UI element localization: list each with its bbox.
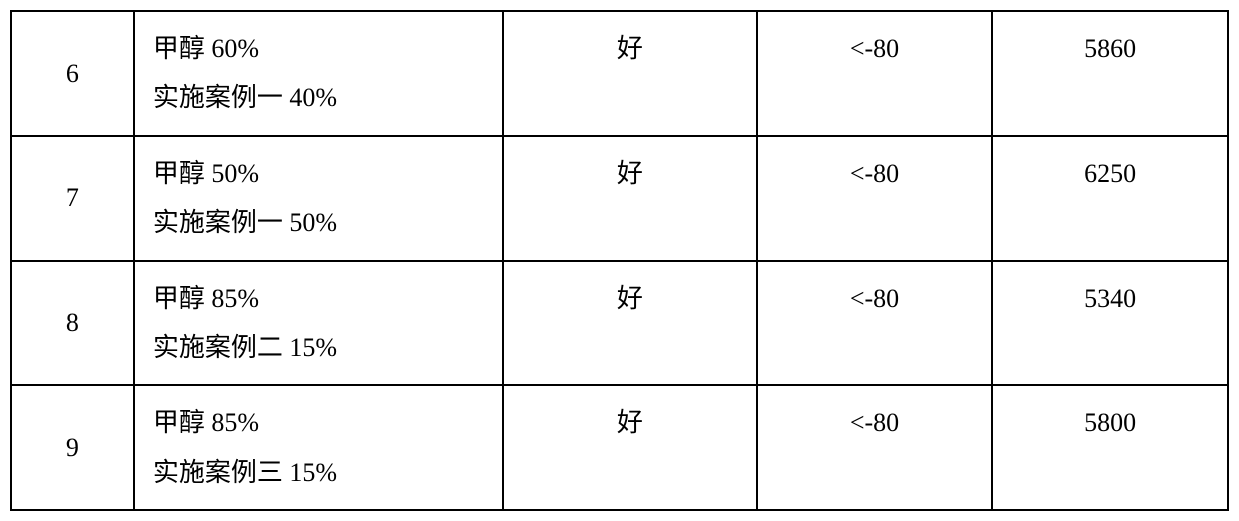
cell-index: 7 [11, 136, 134, 261]
desc-line: 甲醇 60% [153, 24, 484, 73]
cell-rating: 好 [503, 261, 757, 386]
cell-value: <-80 [757, 136, 993, 261]
desc-line: 实施案例一 40% [153, 73, 484, 122]
table-row: 6 甲醇 60% 实施案例一 40% 好 <-80 5860 [11, 11, 1228, 136]
cell-rating: 好 [503, 136, 757, 261]
desc-line: 实施案例一 50% [153, 198, 484, 247]
cell-value: <-80 [757, 261, 993, 386]
desc-line: 甲醇 85% [153, 274, 484, 323]
cell-value: <-80 [757, 11, 993, 136]
cell-rating: 好 [503, 11, 757, 136]
cell-index: 8 [11, 261, 134, 386]
table-row: 7 甲醇 50% 实施案例一 50% 好 <-80 6250 [11, 136, 1228, 261]
cell-description: 甲醇 85% 实施案例二 15% [134, 261, 503, 386]
cell-rating: 好 [503, 385, 757, 510]
cell-description: 甲醇 50% 实施案例一 50% [134, 136, 503, 261]
desc-line: 实施案例二 15% [153, 323, 484, 372]
cell-value: <-80 [757, 385, 993, 510]
cell-number: 5800 [992, 385, 1228, 510]
desc-line: 甲醇 50% [153, 149, 484, 198]
cell-description: 甲醇 60% 实施案例一 40% [134, 11, 503, 136]
desc-line: 甲醇 85% [153, 398, 484, 447]
cell-description: 甲醇 85% 实施案例三 15% [134, 385, 503, 510]
cell-number: 5340 [992, 261, 1228, 386]
data-table: 6 甲醇 60% 实施案例一 40% 好 <-80 5860 7 甲醇 50% … [10, 10, 1229, 511]
cell-index: 6 [11, 11, 134, 136]
cell-number: 5860 [992, 11, 1228, 136]
table-body: 6 甲醇 60% 实施案例一 40% 好 <-80 5860 7 甲醇 50% … [11, 11, 1228, 510]
cell-number: 6250 [992, 136, 1228, 261]
table-row: 8 甲醇 85% 实施案例二 15% 好 <-80 5340 [11, 261, 1228, 386]
cell-index: 9 [11, 385, 134, 510]
table-row: 9 甲醇 85% 实施案例三 15% 好 <-80 5800 [11, 385, 1228, 510]
desc-line: 实施案例三 15% [153, 448, 484, 497]
